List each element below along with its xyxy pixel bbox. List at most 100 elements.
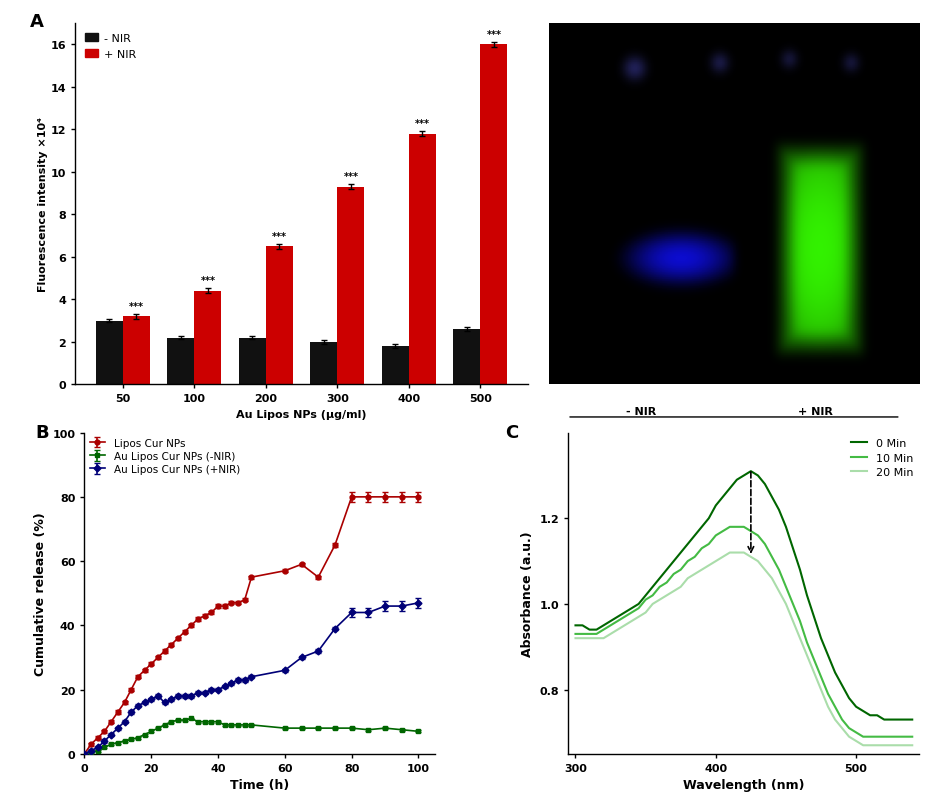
0 Min <box>829 668 840 678</box>
0 Min <box>766 492 778 502</box>
10 Min <box>640 595 651 605</box>
0 Min <box>704 514 715 524</box>
20 Min <box>682 573 693 583</box>
10 Min <box>591 630 602 639</box>
Text: ***: *** <box>129 302 144 311</box>
20 Min <box>704 561 715 570</box>
0 Min <box>773 505 784 515</box>
20 Min <box>815 685 826 695</box>
Text: + NIR: + NIR <box>798 407 833 416</box>
10 Min <box>829 702 840 711</box>
0 Min <box>598 621 609 630</box>
0 Min <box>675 548 687 557</box>
10 Min <box>893 732 904 742</box>
20 Min <box>893 740 904 750</box>
Text: ***: *** <box>201 276 216 286</box>
0 Min <box>900 715 911 724</box>
Text: B: B <box>36 423 49 441</box>
10 Min <box>682 557 693 566</box>
10 Min <box>738 522 749 532</box>
10 Min <box>710 531 721 541</box>
10 Min <box>598 625 609 634</box>
10 Min <box>794 617 806 626</box>
10 Min <box>718 527 729 537</box>
10 Min <box>851 727 862 737</box>
20 Min <box>591 634 602 643</box>
10 Min <box>696 544 707 553</box>
20 Min <box>829 715 840 724</box>
Text: ***: *** <box>486 30 501 39</box>
20 Min <box>718 553 729 562</box>
20 Min <box>738 548 749 557</box>
10 Min <box>787 599 798 609</box>
20 Min <box>837 723 848 733</box>
0 Min <box>893 715 904 724</box>
20 Min <box>640 608 651 618</box>
0 Min <box>668 557 679 566</box>
0 Min <box>738 471 749 480</box>
20 Min <box>857 740 869 750</box>
Y-axis label: Absorbance (a.u.): Absorbance (a.u.) <box>522 531 534 656</box>
10 Min <box>837 715 848 724</box>
20 Min <box>801 650 812 660</box>
10 Min <box>759 540 770 549</box>
20 Min <box>570 634 582 643</box>
Bar <box>480 45 507 385</box>
0 Min <box>857 707 869 716</box>
20 Min <box>668 586 679 596</box>
20 Min <box>900 740 911 750</box>
Y-axis label: Cumulative release (%): Cumulative release (%) <box>34 512 47 675</box>
10 Min <box>605 621 616 630</box>
Legend: - NIR, + NIR: - NIR, + NIR <box>81 30 141 64</box>
Bar <box>382 346 409 385</box>
20 Min <box>809 668 820 678</box>
20 Min <box>871 740 883 750</box>
0 Min <box>577 621 588 630</box>
0 Min <box>583 625 595 634</box>
20 Min <box>647 599 658 609</box>
20 Min <box>885 740 897 750</box>
0 Min <box>633 599 644 609</box>
Bar <box>194 292 221 385</box>
Bar <box>96 322 123 385</box>
0 Min <box>780 522 792 532</box>
10 Min <box>815 672 826 682</box>
20 Min <box>654 595 665 605</box>
10 Min <box>809 655 820 665</box>
20 Min <box>661 591 673 601</box>
10 Min <box>732 522 743 532</box>
20 Min <box>752 557 764 566</box>
20 Min <box>773 586 784 596</box>
Line: 0 Min: 0 Min <box>576 472 913 719</box>
Line: 10 Min: 10 Min <box>576 527 913 737</box>
0 Min <box>759 480 770 489</box>
0 Min <box>654 573 665 583</box>
10 Min <box>626 608 637 618</box>
Text: ***: *** <box>343 172 358 182</box>
0 Min <box>612 612 623 622</box>
20 Min <box>689 569 701 579</box>
Y-axis label: Fluorescence intensity ×10⁴: Fluorescence intensity ×10⁴ <box>38 117 48 292</box>
10 Min <box>900 732 911 742</box>
10 Min <box>773 565 784 575</box>
0 Min <box>682 540 693 549</box>
20 Min <box>626 617 637 626</box>
10 Min <box>661 578 673 588</box>
20 Min <box>746 553 757 562</box>
Text: A: A <box>30 13 43 31</box>
20 Min <box>710 557 721 566</box>
0 Min <box>591 625 602 634</box>
0 Min <box>696 522 707 532</box>
0 Min <box>710 501 721 511</box>
0 Min <box>689 531 701 541</box>
10 Min <box>633 604 644 614</box>
0 Min <box>647 582 658 592</box>
10 Min <box>843 723 855 733</box>
20 Min <box>879 740 890 750</box>
Bar <box>123 317 150 385</box>
10 Min <box>619 612 630 622</box>
Bar <box>265 247 293 385</box>
10 Min <box>746 527 757 537</box>
Bar <box>310 342 338 385</box>
10 Min <box>689 553 701 562</box>
